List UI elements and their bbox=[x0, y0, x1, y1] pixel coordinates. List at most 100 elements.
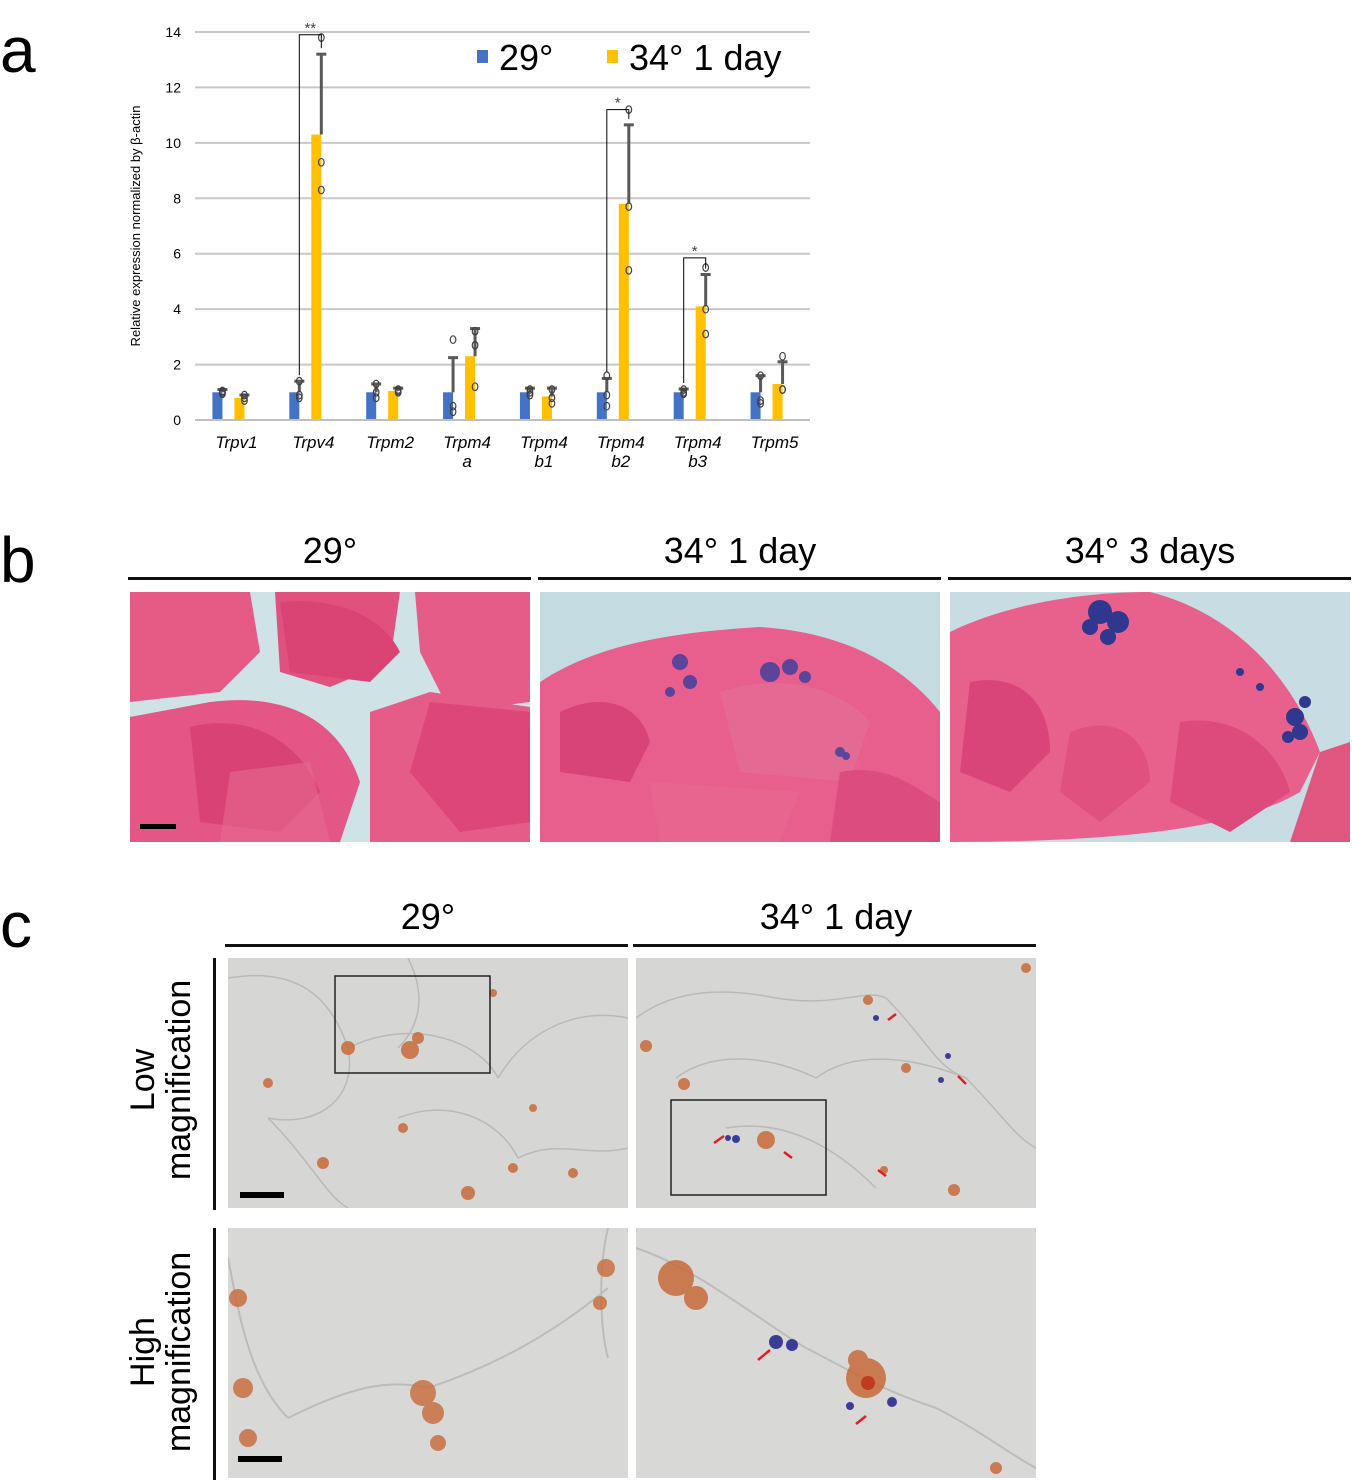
legend-swatch-s2 bbox=[607, 50, 618, 63]
panel-c-title-29: 29° bbox=[400, 896, 456, 937]
x-tick-label-trpm4-b3-1: b3 bbox=[688, 452, 707, 471]
data-point-trpm4-a-s1-2 bbox=[449, 407, 457, 417]
significance-bracket-trpm4-b2 bbox=[606, 109, 630, 373]
row-label-low-line2: magnification bbox=[159, 979, 198, 1181]
x-tick-label-trpm4-b2-0: Trpm4 bbox=[597, 433, 645, 452]
data-point-trpv4-s2-2 bbox=[317, 185, 325, 195]
data-point-trpm4-b2-s1-1 bbox=[603, 390, 611, 400]
bar-trpm4-a-s2 bbox=[465, 356, 476, 420]
data-point-trpm4-a-s2-2 bbox=[471, 382, 479, 392]
bar-trpm5-s1 bbox=[750, 392, 761, 420]
data-point-trpm4-a-s2-0 bbox=[471, 326, 479, 336]
scale-bar-b bbox=[140, 824, 176, 829]
y-tick-label-4: 4 bbox=[173, 301, 181, 317]
row-rule-low bbox=[213, 958, 216, 1210]
x-tick-label-trpm4-b1-0: Trpm4 bbox=[520, 433, 568, 452]
micrograph-b-34-1day bbox=[540, 592, 940, 842]
x-tick-label-trpm4-a-1: a bbox=[462, 452, 471, 471]
legend-swatch-s1 bbox=[477, 50, 488, 63]
row-label-low-magnification: Low magnification bbox=[124, 950, 206, 1210]
y-tick-label-6: 6 bbox=[173, 246, 181, 262]
data-point-trpm4-b3-s1-2 bbox=[680, 389, 688, 399]
x-tick-label-trpm2-0: Trpm2 bbox=[366, 433, 414, 452]
y-tick-label-2: 2 bbox=[173, 357, 181, 373]
panel-b-rule-29 bbox=[128, 577, 531, 580]
bar-trpm4-b2-s1 bbox=[596, 392, 607, 420]
data-point-trpm4-b2-s2-2 bbox=[625, 265, 633, 275]
bar-trpm4-b3-s1 bbox=[673, 392, 684, 420]
data-point-trpm5-s2-2 bbox=[779, 385, 786, 394]
bar-trpm4-b3-s2 bbox=[695, 306, 706, 420]
y-tick-label-12: 12 bbox=[165, 79, 181, 95]
panel-b-letter: b bbox=[0, 524, 36, 596]
micrograph-c-high-34-1day bbox=[636, 1228, 1036, 1478]
legend-label-s2: 34° 1 day bbox=[629, 37, 782, 78]
data-point-trpm4-a-s1-0 bbox=[449, 335, 457, 345]
row-label-high-line1: High bbox=[124, 1317, 162, 1387]
row-label-low-line1: Low bbox=[124, 1048, 162, 1112]
panel-c-rule-29 bbox=[225, 944, 628, 947]
micrograph-c-low-29 bbox=[228, 958, 628, 1208]
data-point-trpm4-b1-s2-2 bbox=[548, 398, 556, 408]
micrograph-b-34-3days bbox=[950, 592, 1350, 842]
significance-bracket-trpv4 bbox=[298, 34, 322, 376]
panel-b-title-34-1day: 34° 1 day bbox=[663, 530, 817, 571]
row-label-high-magnification: High magnification bbox=[124, 1222, 206, 1482]
data-point-trpm4-b2-s2-1 bbox=[625, 202, 633, 212]
panel-c-title-34-1day: 34° 1 day bbox=[759, 896, 913, 937]
bar-trpm2-s1 bbox=[366, 392, 377, 420]
micrograph-b-29 bbox=[130, 592, 530, 842]
y-axis-label: Relative expression normalized by β-acti… bbox=[128, 106, 143, 347]
bar-trpm4-a-s1 bbox=[443, 392, 454, 420]
bar-trpv4-s2 bbox=[311, 134, 322, 420]
bar-trpm4-b2-s2 bbox=[618, 203, 629, 420]
data-point-trpm2-s1-0 bbox=[372, 379, 380, 389]
panel-b-title-34-3days: 34° 3 days bbox=[1064, 530, 1236, 571]
x-tick-label-trpm4-b3-0: Trpm4 bbox=[674, 433, 722, 452]
data-point-trpm5-s1-2 bbox=[757, 398, 764, 408]
y-tick-label-8: 8 bbox=[173, 190, 181, 206]
x-tick-label-trpm5-0: Trpm5 bbox=[751, 433, 799, 452]
data-point-trpm2-s1-1 bbox=[372, 387, 380, 397]
legend-label-s1: 29° bbox=[499, 37, 553, 78]
data-point-trpv4-s1-0 bbox=[295, 376, 303, 386]
bar-trpm4-b1-s1 bbox=[519, 392, 530, 420]
data-point-trpm2-s2-2 bbox=[394, 387, 402, 397]
x-tick-label-trpm4-a-0: Trpm4 bbox=[443, 433, 491, 452]
significance-label-trpm4-b2: * bbox=[615, 95, 621, 112]
panel-b-rule-34-1day bbox=[538, 577, 941, 580]
y-tick-label-10: 10 bbox=[165, 135, 181, 151]
data-point-trpm5-s1-0 bbox=[757, 371, 764, 381]
bar-chart: 0 2 4 6 8 10 12 14 Relative expression normalize… bbox=[120, 15, 820, 485]
inset-box-29 bbox=[334, 975, 491, 1074]
data-point-trpm4-a-s1-1 bbox=[449, 401, 457, 411]
data-point-trpv4-s1-2 bbox=[295, 393, 303, 403]
y-tick-label-14: 14 bbox=[165, 24, 181, 40]
panel-a-letter: a bbox=[0, 14, 36, 86]
data-point-trpv1-s1-2 bbox=[219, 389, 226, 399]
bar-trpm5-s2 bbox=[772, 383, 783, 420]
data-point-trpm4-b1-s2-1 bbox=[548, 393, 556, 403]
panel-c-letter: c bbox=[0, 889, 32, 961]
scale-bar-c-high bbox=[238, 1456, 282, 1462]
bar-trpm2-s2 bbox=[388, 390, 399, 420]
bar-trpv1-s1 bbox=[212, 392, 223, 420]
significance-label-trpv4: ** bbox=[304, 20, 316, 37]
micrograph-c-low-34-1day bbox=[636, 958, 1036, 1208]
panel-c-rule-34-1day bbox=[633, 944, 1036, 947]
row-label-high-line2: magnification bbox=[159, 1251, 198, 1453]
data-point-trpv4-s2-1 bbox=[317, 157, 325, 167]
x-tick-label-trpm4-b1-1: b1 bbox=[534, 452, 553, 471]
data-point-trpm5-s2-0 bbox=[779, 351, 786, 361]
panel-b-title-29: 29° bbox=[302, 530, 358, 571]
data-point-trpm4-b1-s2-0 bbox=[548, 385, 556, 394]
row-rule-high bbox=[213, 1228, 216, 1480]
data-point-trpm4-b1-s1-2 bbox=[526, 390, 534, 400]
data-point-trpv1-s2-2 bbox=[241, 396, 248, 406]
bar-trpv4-s1 bbox=[289, 392, 300, 420]
significance-bracket-trpm4-b3 bbox=[683, 257, 707, 383]
bar-trpm4-b1-s2 bbox=[541, 396, 552, 420]
micrograph-c-high-29 bbox=[228, 1228, 628, 1478]
data-point-trpm2-s1-2 bbox=[372, 393, 380, 403]
data-point-trpm4-b3-s2-2 bbox=[702, 329, 710, 339]
